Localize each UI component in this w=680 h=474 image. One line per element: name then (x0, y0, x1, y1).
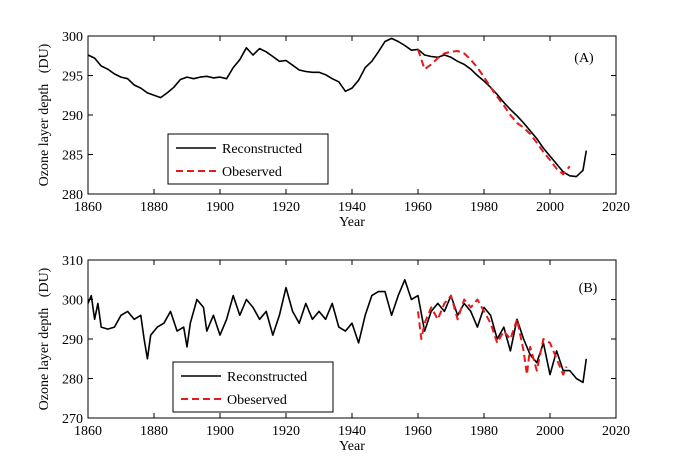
x-tick-label: 1860 (74, 424, 102, 439)
x-tick-label: 1980 (470, 200, 498, 215)
x-tick-label: 1960 (404, 424, 432, 439)
y-tick-label: 290 (62, 333, 83, 348)
x-tick-label: 2000 (536, 424, 564, 439)
plot-area (87, 259, 617, 419)
y-tick-label: 300 (62, 294, 83, 309)
x-tick-label: 1900 (206, 424, 234, 439)
x-tick-label: 2020 (602, 200, 630, 215)
y-tick-label: 280 (62, 188, 83, 203)
x-tick-label: 1960 (404, 200, 432, 215)
x-axis-label: Year (339, 439, 365, 454)
annotation: (A) (574, 51, 594, 66)
y-tick-label: 270 (62, 412, 83, 427)
series-line (417, 294, 568, 376)
x-tick-label: 2000 (536, 200, 564, 215)
series-line (87, 278, 588, 384)
x-tick-label: 1940 (338, 424, 366, 439)
y-tick-label: 310 (62, 254, 83, 269)
legend-label: Reconstructed (222, 142, 302, 157)
x-tick-label: 1860 (74, 200, 102, 215)
plot-area (87, 35, 617, 195)
y-tick-label: 300 (62, 30, 83, 45)
series-line (417, 49, 571, 176)
x-axis-label: Year (339, 215, 365, 230)
x-tick-label: 1940 (338, 200, 366, 215)
x-tick-label: 1880 (140, 424, 168, 439)
y-tick-label: 285 (62, 149, 83, 164)
legend-label: Obeserved (222, 165, 282, 180)
series-line (87, 37, 588, 178)
legend-box (167, 133, 329, 185)
legend-box (172, 361, 334, 413)
legend-label: Obeserved (227, 393, 287, 408)
y-tick-label: 295 (62, 70, 83, 85)
x-tick-label: 2020 (602, 424, 630, 439)
x-tick-label: 1980 (470, 424, 498, 439)
y-tick-label: 280 (62, 373, 83, 388)
legend-label: Reconstructed (227, 370, 307, 385)
annotation: (B) (579, 281, 598, 296)
x-tick-label: 1880 (140, 200, 168, 215)
y-axis-label: Ozone layer depth (DU) (37, 267, 52, 410)
x-tick-label: 1920 (272, 424, 300, 439)
y-axis-label: Ozone layer depth (DU) (37, 43, 52, 186)
y-tick-label: 290 (62, 109, 83, 124)
x-tick-label: 1920 (272, 200, 300, 215)
x-tick-label: 1900 (206, 200, 234, 215)
